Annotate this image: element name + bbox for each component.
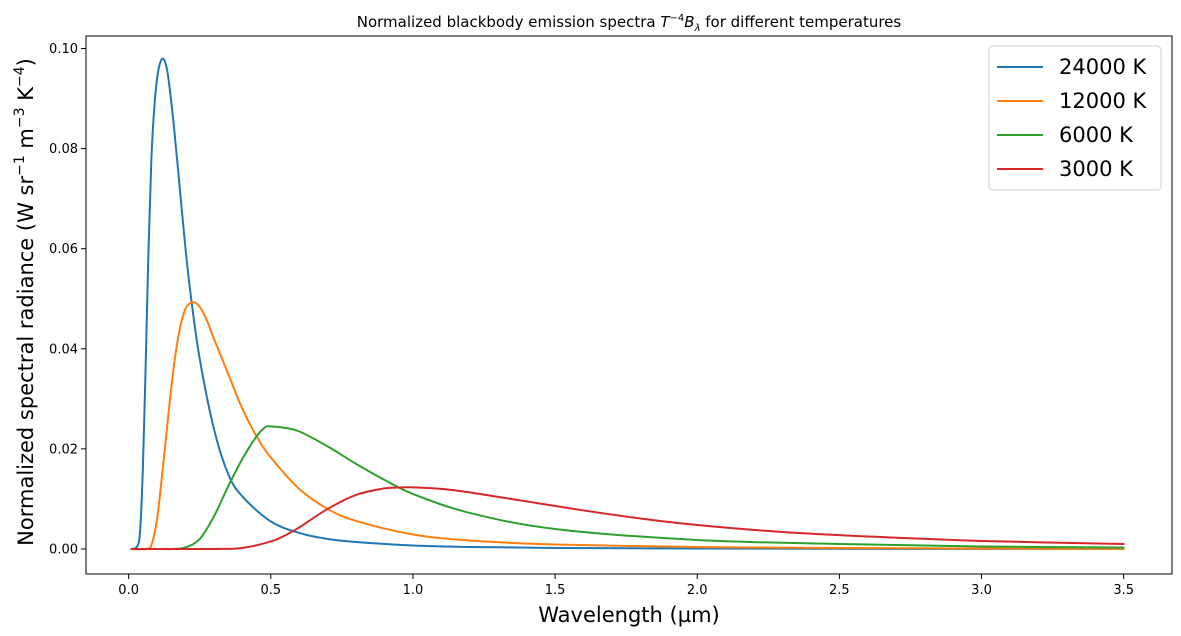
- x-tick-label: 1.5: [545, 583, 566, 598]
- ylabel-main: Normalized spectral radiance (W sr: [14, 176, 38, 546]
- ylabel-meter: m: [14, 128, 38, 155]
- series-lines: [130, 57, 1125, 551]
- ylabel-kelvin: K: [14, 86, 38, 108]
- series-line-3000-k: [130, 486, 1125, 551]
- legend-box: [988, 45, 1162, 191]
- axes-frame: [85, 35, 1173, 575]
- ylabel-exp-m: −3: [12, 107, 28, 128]
- chart-title: Normalized blackbody emission spectra T−…: [357, 13, 902, 34]
- x-tick-label: 1.0: [403, 583, 424, 598]
- x-axis-ticks: 0.0 0.5 1.0 1.5 2.0 2.5 3.0 3.5: [118, 574, 1134, 598]
- legend: 24000 K 12000 K 6000 K 3000 K: [988, 45, 1162, 191]
- legend-label: 12000 K: [1059, 89, 1147, 113]
- title-symbol-t: T: [660, 13, 671, 31]
- title-exponent: −4: [670, 13, 685, 24]
- title-subscript: λ: [694, 23, 701, 34]
- x-tick-label: 0.5: [260, 583, 281, 598]
- y-tick-label: 0.06: [49, 242, 78, 257]
- title-text-post: for different temperatures: [700, 13, 901, 31]
- ylabel-exp-sr: −1: [12, 155, 28, 176]
- title-text-pre: Normalized blackbody emission spectra: [357, 13, 661, 31]
- legend-label: 6000 K: [1059, 123, 1134, 147]
- legend-label: 24000 K: [1059, 55, 1147, 79]
- x-tick-label: 3.5: [1113, 583, 1134, 598]
- y-tick-label: 0.08: [49, 142, 78, 157]
- x-tick-label: 2.0: [687, 583, 708, 598]
- series-line-6000-k: [130, 425, 1125, 551]
- x-tick-label: 0.0: [118, 583, 139, 598]
- x-tick-label: 2.5: [829, 583, 850, 598]
- y-tick-label: 0.00: [49, 542, 78, 557]
- x-axis-label: Wavelength (µm): [538, 603, 719, 627]
- y-tick-label: 0.10: [49, 42, 78, 57]
- y-tick-label: 0.02: [49, 442, 78, 457]
- y-axis-label: Normalized spectral radiance (W sr−1 m−3…: [12, 58, 38, 546]
- series-line-24000-k: [130, 57, 1125, 550]
- y-axis-ticks: 0.00 0.02 0.04 0.06 0.08 0.10: [49, 42, 86, 557]
- legend-label: 3000 K: [1059, 157, 1134, 181]
- x-tick-label: 3.0: [971, 583, 992, 598]
- plot-area: [85, 35, 1173, 575]
- ylabel-exp-k: −4: [12, 66, 28, 87]
- ylabel-end: ): [14, 58, 38, 66]
- title-symbol-b: B: [684, 13, 694, 31]
- series-line-12000-k: [130, 301, 1125, 551]
- y-tick-label: 0.04: [49, 342, 78, 357]
